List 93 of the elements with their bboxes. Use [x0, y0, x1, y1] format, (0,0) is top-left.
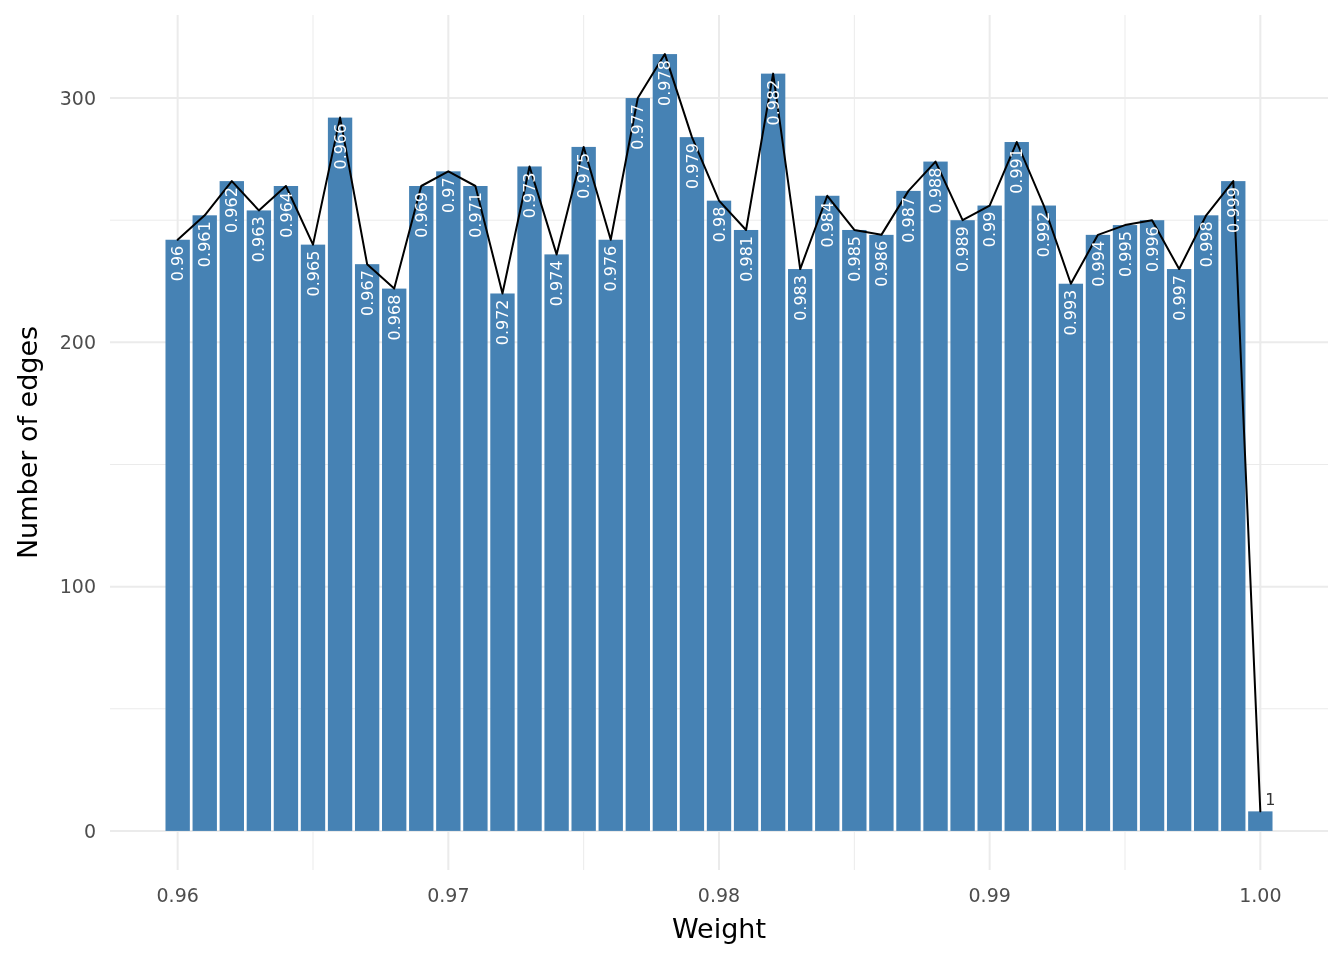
bar [382, 288, 407, 831]
annotation: 0.997 [1169, 275, 1189, 321]
bar [1058, 283, 1084, 831]
bar [977, 205, 1002, 831]
annotation: 0.969 [411, 192, 431, 238]
bar [219, 181, 244, 831]
annotation: 0.989 [953, 226, 973, 273]
bar [679, 137, 705, 831]
annotation: 0.965 [303, 250, 323, 297]
annotation: 0.981 [736, 235, 756, 282]
y-tick-label: 100 [59, 575, 96, 598]
annotation: 0.972 [493, 299, 513, 346]
bar [733, 229, 759, 831]
x-tick-label: 0.96 [156, 883, 199, 906]
annotation: 0.976 [601, 245, 621, 292]
annotation: 0.97 [438, 177, 458, 213]
bar [246, 210, 272, 831]
annotation: 0.991 [1007, 148, 1027, 194]
bar [517, 166, 542, 831]
y-axis-title: Number of edges [12, 325, 43, 560]
annotation: 0.983 [790, 275, 810, 321]
annotation: 0.982 [763, 79, 783, 126]
annotation: 0.998 [1196, 221, 1216, 268]
annotation: 0.999 [1223, 187, 1243, 233]
bar [1112, 225, 1138, 831]
bar [354, 264, 380, 831]
bar [1166, 269, 1192, 831]
annotation: 0.992 [1034, 211, 1054, 258]
y-tick-label: 0 [83, 819, 96, 842]
bar [409, 186, 434, 831]
annotation: 0.98 [709, 206, 729, 243]
annotation: 0.995 [1115, 231, 1135, 277]
annotation: 0.979 [682, 143, 702, 189]
annotation: 0.996 [1142, 226, 1162, 273]
bar [300, 244, 326, 831]
bar [625, 98, 650, 831]
annotation: 0.993 [1061, 289, 1081, 336]
x-tick-label: 0.99 [968, 883, 1011, 906]
annotation: 0.966 [330, 123, 350, 170]
annotation: 0.978 [655, 60, 675, 106]
x-tick-label: 0.98 [697, 883, 741, 906]
annotation: 0.964 [276, 192, 296, 238]
annotation: 0.971 [466, 192, 485, 238]
annotation: 1 [1265, 790, 1276, 810]
annotation: 0.973 [520, 172, 540, 219]
bar [652, 54, 678, 831]
annotation: 0.963 [249, 216, 269, 263]
bar [815, 195, 840, 831]
bar [842, 229, 867, 831]
x-tick-label: 1.00 [1239, 883, 1282, 906]
bar [571, 146, 596, 831]
bar [788, 269, 813, 831]
bar [896, 190, 921, 831]
bar [1085, 234, 1111, 831]
annotation: 0.99 [980, 211, 1000, 248]
annotation: 0.962 [222, 187, 242, 233]
bar [273, 186, 299, 831]
bar [1031, 205, 1056, 831]
x-tick-label: 0.97 [427, 883, 470, 906]
annotation: 0.961 [195, 221, 215, 268]
bar [544, 254, 569, 831]
bar [1248, 811, 1273, 831]
y-tick-label: 200 [59, 330, 96, 353]
bar [192, 215, 217, 831]
annotation: 0.986 [872, 240, 891, 287]
annotation: 0.984 [817, 201, 837, 248]
annotation: 0.96 [168, 245, 188, 282]
bar [327, 117, 353, 831]
bar [760, 73, 786, 831]
bar [1004, 142, 1029, 831]
annotation: 0.968 [384, 294, 404, 341]
bar [1194, 215, 1219, 831]
annotation: 0.994 [1088, 240, 1108, 287]
bar [706, 200, 732, 831]
annotation: 0.985 [844, 235, 864, 282]
bar [1221, 181, 1246, 831]
bar [598, 239, 623, 831]
bar [950, 220, 975, 831]
annotation: 0.988 [926, 167, 946, 214]
annotation: 0.977 [628, 104, 648, 150]
x-axis-title: Weight [671, 913, 767, 944]
bar [490, 293, 515, 831]
annotation: 0.975 [574, 152, 594, 199]
bar [436, 171, 461, 831]
bar [165, 239, 190, 831]
annotation: 0.967 [357, 270, 377, 316]
y-tick-label: 300 [59, 86, 96, 109]
annotation: 0.987 [899, 196, 919, 243]
bar [923, 161, 948, 831]
bar [1139, 220, 1165, 831]
bar [869, 234, 894, 831]
annotation: 0.974 [547, 260, 567, 307]
bar [463, 186, 488, 831]
